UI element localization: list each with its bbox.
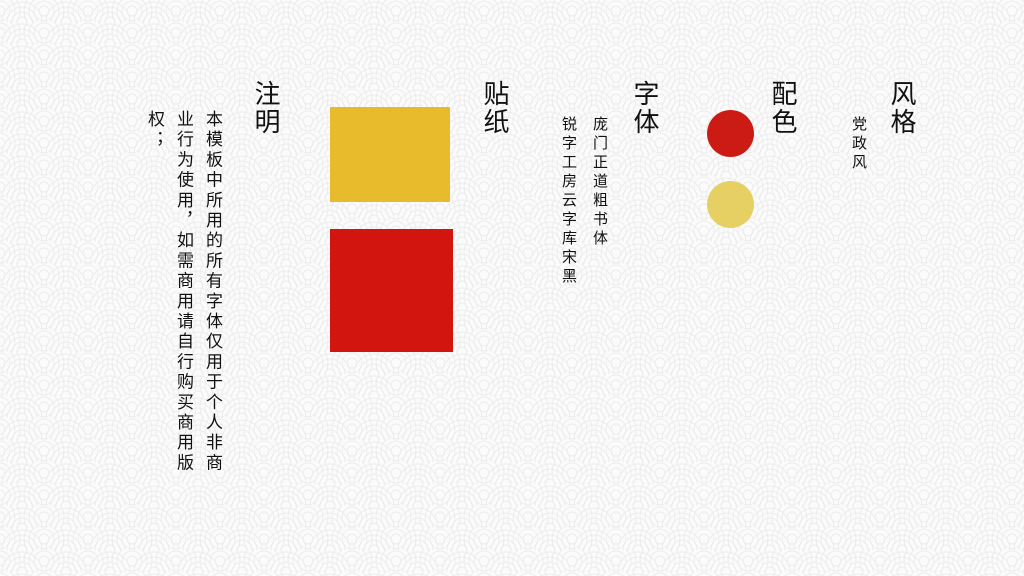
style-heading: 风格: [886, 80, 916, 136]
sticker-heading: 贴纸: [479, 80, 509, 136]
primary-color-swatch: [707, 110, 754, 157]
notice-heading: 注明: [250, 80, 280, 136]
secondary-color-swatch: [707, 181, 754, 228]
notice-text: 本模板中所用的所有字体仅用于个人非商业行为使用，如需商用请自行购买商用版权；: [144, 110, 222, 474]
font-heading: 字体: [629, 80, 659, 136]
font-name-2: 锐字工房云字库宋黑: [560, 116, 578, 287]
color-heading: 配色: [767, 80, 797, 136]
red-paper-sticker: [330, 229, 453, 352]
gold-paper-sticker: [330, 107, 450, 202]
style-value: 党政风: [850, 116, 868, 173]
font-name-1: 庞门正道粗书体: [591, 116, 609, 249]
